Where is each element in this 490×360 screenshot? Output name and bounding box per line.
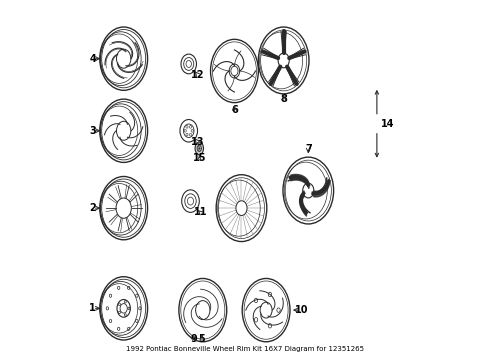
Text: 8: 8 <box>280 94 287 104</box>
Text: 9: 9 <box>191 334 198 344</box>
Text: 5: 5 <box>199 334 205 344</box>
Text: 15: 15 <box>193 153 206 163</box>
Text: 1992 Pontiac Bonneville Wheel Rim Kit 16X7 Diagram for 12351265: 1992 Pontiac Bonneville Wheel Rim Kit 16… <box>126 346 364 352</box>
Text: 2: 2 <box>89 203 96 213</box>
Text: 3: 3 <box>89 126 96 136</box>
Text: 10: 10 <box>294 305 308 315</box>
Text: 11: 11 <box>194 207 207 217</box>
Text: 7: 7 <box>305 144 312 154</box>
Text: 6: 6 <box>231 105 238 115</box>
Text: 4: 4 <box>89 54 96 64</box>
Text: 1: 1 <box>89 303 96 313</box>
Text: 14: 14 <box>381 119 394 129</box>
Text: 13: 13 <box>191 137 204 147</box>
Ellipse shape <box>195 142 203 155</box>
Text: 12: 12 <box>191 69 204 80</box>
